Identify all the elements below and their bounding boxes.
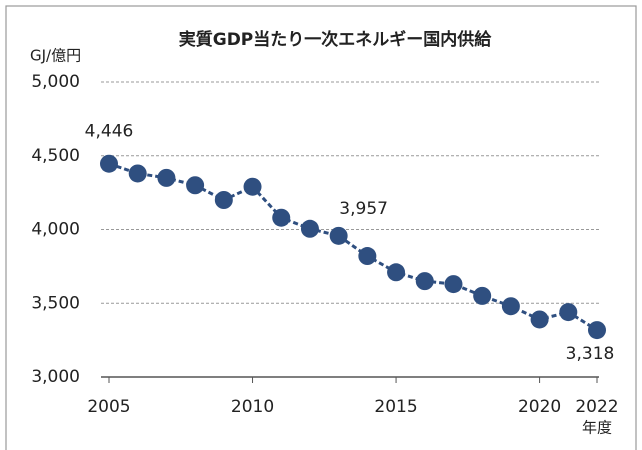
y-tick-label: 4,500 [31,146,80,166]
x-tick-label: 2010 [231,397,274,417]
y-tick-label: 3,000 [31,367,80,387]
x-tick-label: 2022 [575,397,618,417]
data-label: 3,318 [566,344,615,364]
y-tick-label: 3,500 [31,293,80,313]
x-tick-label: 2005 [87,397,130,417]
x-tick-label: 2020 [518,397,561,417]
x-tick-label: 2015 [374,397,417,417]
data-point [358,247,377,266]
data-label: 4,446 [85,122,134,142]
data-label: 3,957 [339,199,388,219]
y-axis-label: GJ/億円 [30,47,81,65]
data-point [415,272,434,291]
data-point [243,177,262,196]
data-point [100,154,118,173]
data-point [559,303,578,322]
y-tick-label: 4,000 [31,220,80,240]
data-point [387,263,406,282]
data-point [157,168,176,187]
data-point [501,297,520,316]
data-point [530,310,549,329]
data-point [272,208,291,227]
data-point [329,226,348,245]
y-tick-label: 5,000 [31,72,80,92]
chart-title: 実質GDP当たり一次エネルギー国内供給 [179,29,493,50]
x-axis-label: 年度 [582,419,612,437]
data-point [300,219,319,238]
data-point [444,275,463,294]
chart-frame [5,5,637,450]
data-point [128,164,147,183]
data-point [214,191,233,209]
data-line [108,162,598,332]
data-point [588,321,606,340]
data-point [473,286,492,305]
data-point [186,176,205,195]
